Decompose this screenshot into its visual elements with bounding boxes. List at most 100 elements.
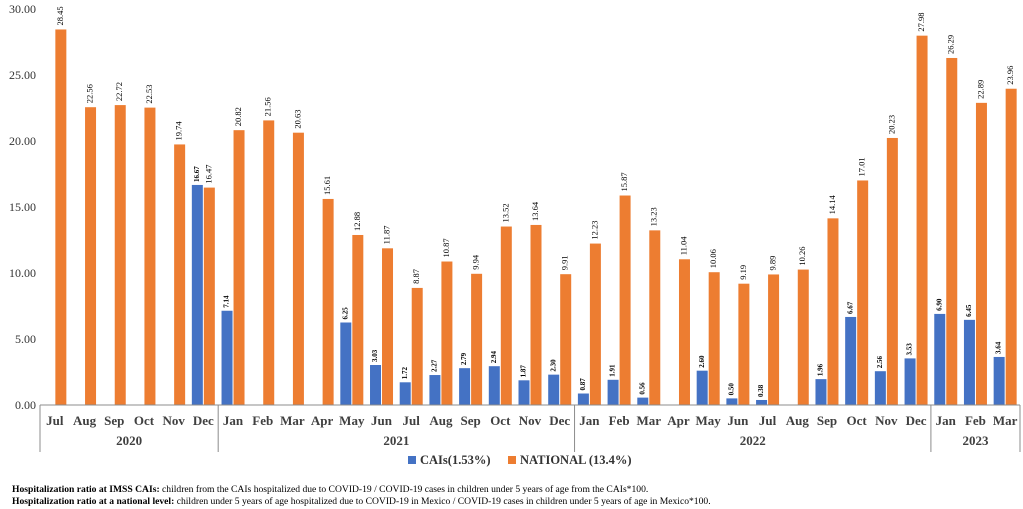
- legend-label-national: NATIONAL (13.4%): [520, 453, 632, 467]
- bar-label-cais: 3.53: [906, 343, 914, 356]
- bar-cais: [696, 370, 708, 405]
- y-tick-label: 30.00: [9, 2, 36, 16]
- year-group-label: 2021: [383, 433, 409, 448]
- x-tick-label: Sep: [460, 413, 480, 428]
- year-group-label: 2022: [740, 433, 766, 448]
- bar-label-cais: 3.03: [371, 349, 379, 362]
- bar-label-cais: 1.91: [609, 364, 617, 377]
- x-tick-label: Jun: [727, 413, 749, 428]
- bar-label-national: 10.26: [797, 246, 807, 265]
- x-tick-label: Jun: [371, 413, 393, 428]
- bar-label-national: 15.61: [322, 176, 332, 195]
- bar-label-national: 13.23: [649, 207, 659, 226]
- bar-label-cais: 2.94: [490, 350, 498, 363]
- bar-cais: [340, 322, 352, 405]
- bar-cais: [845, 316, 857, 405]
- footnote-national: Hospitalization ratio at a national leve…: [12, 496, 711, 508]
- bar-label-national: 17.01: [857, 157, 867, 176]
- x-tick-label: Aug: [73, 413, 97, 428]
- bar-label-cais: 7.14: [223, 295, 231, 308]
- bar-national: [678, 259, 690, 405]
- bar-label-cais: 2.56: [876, 355, 884, 368]
- legend-swatch-cais: [408, 456, 416, 464]
- bar-cais: [488, 366, 500, 405]
- x-tick-label: Aug: [429, 413, 453, 428]
- bar-label-national: 16.47: [203, 164, 213, 183]
- legend-swatch-national: [508, 456, 516, 464]
- bar-national: [708, 272, 720, 405]
- bar-cais: [221, 310, 233, 405]
- bar-label-cais: 6.67: [846, 301, 854, 314]
- bar-label-national: 14.14: [827, 194, 837, 214]
- bar-label-cais: 0.50: [727, 383, 735, 396]
- bar-cais: [607, 379, 619, 405]
- bar-national: [560, 274, 572, 405]
- bar-cais: [874, 371, 886, 405]
- bar-label-national: 19.74: [174, 121, 184, 141]
- x-tick-label: Nov: [875, 413, 898, 428]
- bar-national: [352, 234, 364, 405]
- bar-label-cais: 6.90: [935, 298, 943, 311]
- bar-label-national: 9.91: [560, 255, 570, 270]
- bar-national: [768, 274, 780, 405]
- x-tick-label: Dec: [193, 413, 214, 428]
- bar-national: [827, 218, 839, 405]
- bar-label-cais: 1.87: [520, 365, 528, 378]
- bar-cais: [459, 368, 471, 405]
- bar-label-national: 9.89: [768, 256, 778, 271]
- year-group-label: 2023: [962, 433, 989, 448]
- x-tick-label: Mar: [637, 413, 662, 428]
- bar-label-national: 23.96: [1005, 66, 1015, 85]
- y-tick-label: 0.00: [15, 398, 36, 412]
- year-group-label: 2020: [116, 433, 142, 448]
- bar-label-national: 20.82: [233, 107, 243, 126]
- bar-cais: [577, 393, 589, 405]
- bar-label-national: 9.94: [471, 254, 481, 270]
- x-tick-label: Jan: [936, 413, 957, 428]
- x-tick-label: Nov: [162, 413, 185, 428]
- bar-national: [292, 132, 304, 405]
- legend-label-cais: CAIs(1.53%): [420, 453, 490, 467]
- bar-label-national: 11.87: [381, 226, 391, 245]
- bar-label-national: 12.88: [352, 212, 362, 231]
- bar-national: [411, 287, 423, 405]
- x-tick-label: Oct: [490, 413, 511, 428]
- bar-national: [144, 107, 156, 405]
- bar-national: [441, 261, 453, 405]
- bar-national: [738, 283, 750, 405]
- bar-cais: [191, 184, 203, 405]
- bar-national: [500, 226, 512, 405]
- bar-cais: [904, 358, 916, 405]
- bar-label-cais: 2.30: [549, 359, 557, 372]
- y-tick-label: 20.00: [9, 134, 36, 148]
- bar-label-national: 20.23: [886, 115, 896, 134]
- bar-cais: [815, 379, 827, 405]
- y-tick-label: 25.00: [9, 68, 36, 82]
- bar-label-cais: 2.27: [431, 359, 439, 372]
- bar-national: [471, 273, 483, 405]
- bar-national: [55, 29, 67, 406]
- x-tick-label: Jan: [579, 413, 600, 428]
- bar-label-national: 22.89: [975, 80, 985, 99]
- bar-label-cais: 0.38: [757, 384, 765, 397]
- bar-national: [797, 269, 809, 405]
- bar-label-cais: 0.56: [638, 382, 646, 395]
- bar-label-cais: 6.45: [965, 304, 973, 317]
- y-tick-label: 15.00: [9, 200, 36, 214]
- x-tick-label: May: [339, 413, 365, 428]
- bar-label-national: 22.72: [114, 82, 124, 101]
- x-tick-label: Aug: [786, 413, 810, 428]
- bar-label-national: 21.56: [263, 97, 273, 116]
- bar-national: [530, 224, 542, 405]
- bar-national: [916, 35, 928, 405]
- bar-label-cais: 16.67: [193, 166, 201, 182]
- bar-national: [382, 248, 394, 405]
- x-tick-label: Mar: [993, 413, 1018, 428]
- bar-national: [85, 107, 97, 405]
- bar-cais: [934, 313, 946, 405]
- bar-national: [174, 144, 186, 405]
- bar-label-national: 27.98: [916, 13, 926, 32]
- x-tick-label: Jul: [46, 413, 64, 428]
- bar-label-national: 13.64: [530, 201, 540, 221]
- bar-cais: [370, 365, 382, 405]
